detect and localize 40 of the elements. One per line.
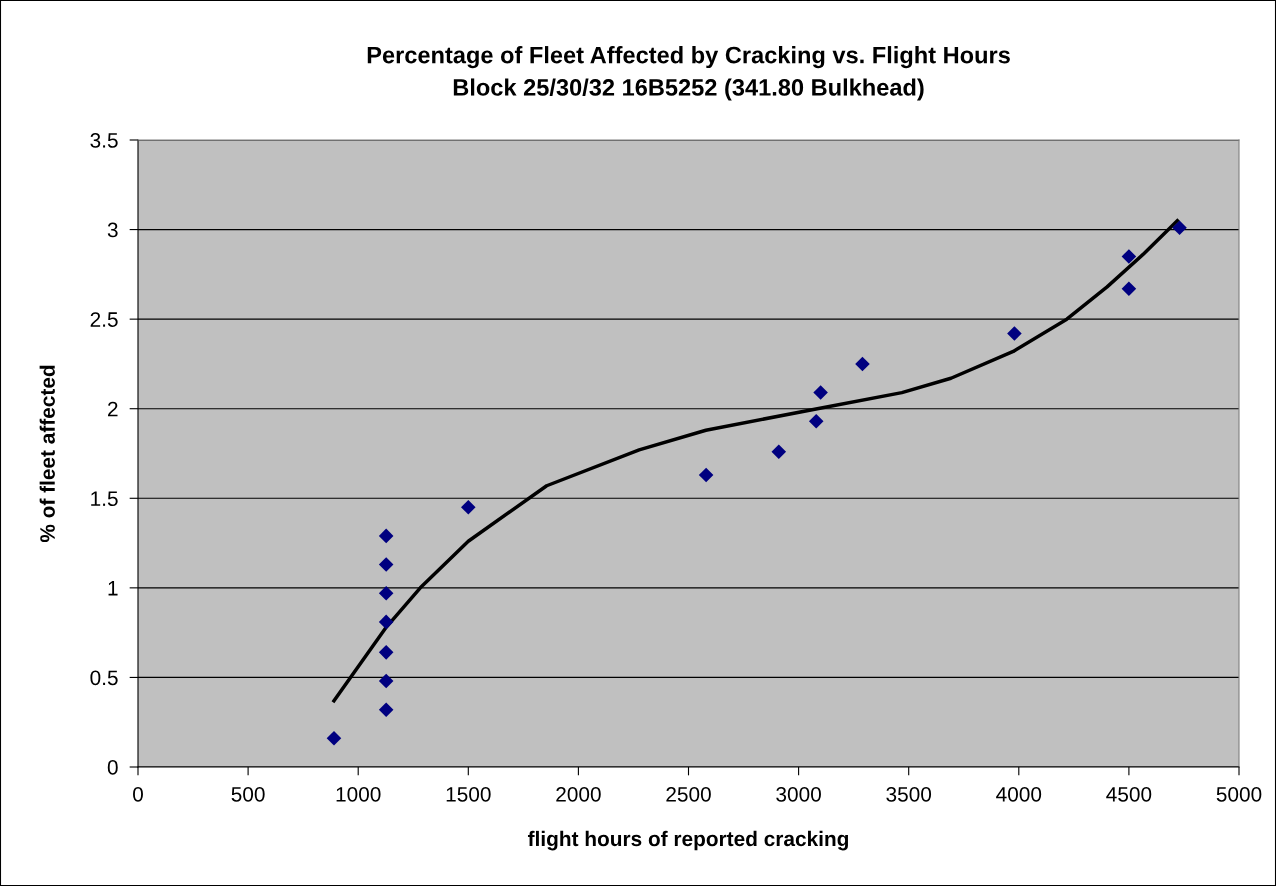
y-axis-title: % of fleet affected <box>39 365 55 543</box>
point <box>378 528 394 544</box>
point <box>378 673 394 689</box>
y-tick-label: 0.5 <box>90 670 118 686</box>
y-tick-label: 1 <box>108 581 118 596</box>
y-tick-label: 2 <box>108 401 118 417</box>
x-tick-label: 4000 <box>996 786 1042 802</box>
point <box>378 557 394 572</box>
x-tick-label: 3000 <box>776 786 821 802</box>
point <box>378 614 394 630</box>
point <box>1121 249 1137 264</box>
point <box>461 499 476 515</box>
x-tick-label: 1000 <box>336 786 381 802</box>
point <box>378 585 394 601</box>
point <box>378 645 394 660</box>
point <box>855 356 870 372</box>
point <box>808 413 824 429</box>
point <box>771 444 787 459</box>
x-tick-label: 500 <box>231 786 265 802</box>
x-tick-label: 2000 <box>556 786 601 802</box>
y-tick-label: 3.5 <box>90 133 118 148</box>
point <box>378 702 394 717</box>
point <box>1172 220 1187 236</box>
point <box>326 731 342 746</box>
x-tick-label: 4500 <box>1106 786 1152 802</box>
x-tick-label: 2500 <box>666 786 711 802</box>
point <box>1007 326 1022 341</box>
y-tick-label: 3 <box>107 222 118 238</box>
point <box>813 385 828 400</box>
x-tick-label: 0 <box>133 786 143 802</box>
chart-title: Percentage of Fleet Affected by Cracking vs. Flight Hours Block 25/30/32 16B5252 (341.80 Bulkhead) <box>367 46 1010 101</box>
x-axis-title: flight hours of reported cracking <box>527 830 849 851</box>
x-tick-label: 1500 <box>446 786 491 802</box>
point <box>1121 281 1137 296</box>
y-tick-label: 2.5 <box>90 312 118 327</box>
y-tick-label: 1.5 <box>91 491 118 507</box>
point <box>698 467 714 483</box>
y-tick-label: 0 <box>107 760 118 775</box>
x-tick-label: 3500 <box>886 786 932 802</box>
x-tick-label: 5000 <box>1216 786 1262 802</box>
